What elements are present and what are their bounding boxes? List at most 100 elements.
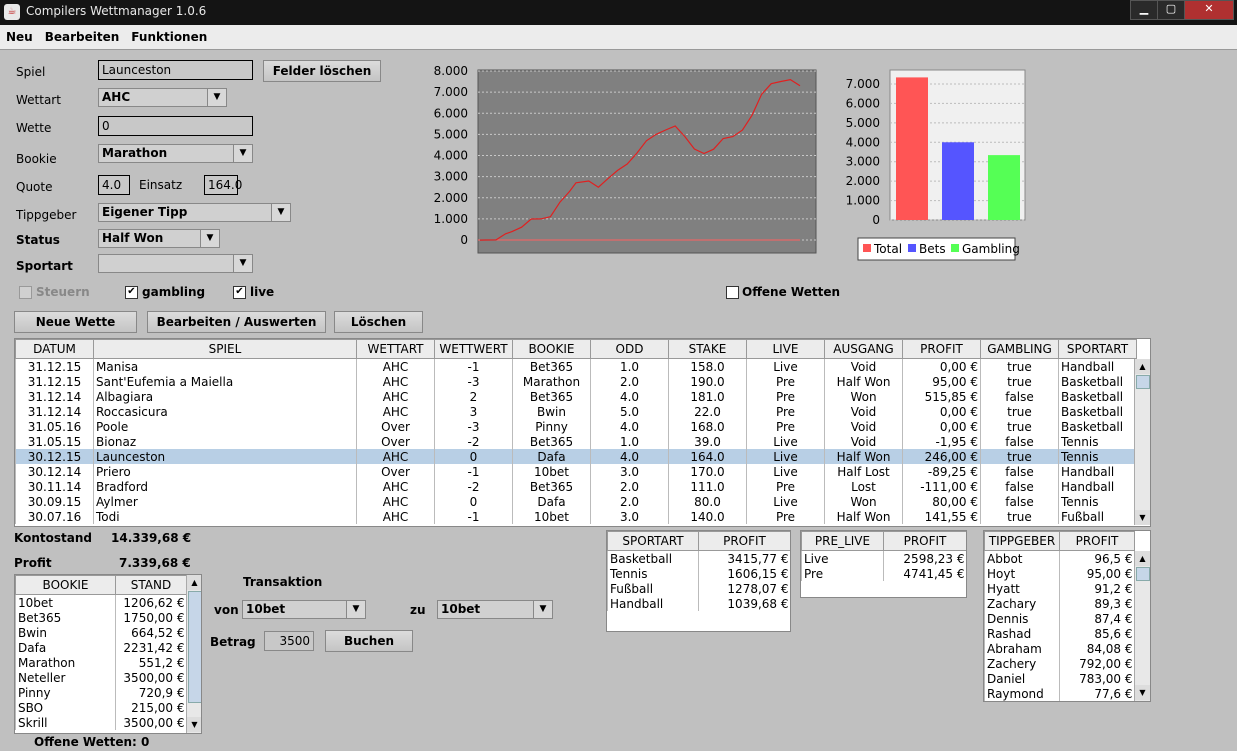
bets-cell: 246,00 € (902, 449, 981, 464)
table-row[interactable]: Dennis 87,4 € (984, 611, 1135, 626)
table-row[interactable]: Neteller 3500,00 € (15, 670, 187, 685)
bets-header-cell[interactable]: LIVE (746, 339, 825, 359)
sportart-select[interactable]: ▼ (98, 254, 253, 273)
maximize-button[interactable]: ▢ (1157, 0, 1185, 20)
new-bet-button[interactable]: Neue Wette (14, 311, 137, 333)
table-row[interactable]: Abbot 96,5 € (984, 550, 1135, 566)
table-row[interactable]: Marathon 551,2 € (15, 655, 187, 670)
kontostand-value: 14.339,68 € (111, 531, 192, 545)
table-row[interactable]: Tennis 1606,15 € (607, 566, 790, 581)
tippgeber-scrollbar[interactable]: ▲ ▼ (1134, 551, 1150, 701)
table-row[interactable]: 31.05.16 Poole Over -3 Pinny 4.0 168.0 Pre Void 0… (15, 419, 1137, 434)
scroll-down-icon[interactable]: ▼ (1135, 685, 1150, 700)
wettart-select[interactable]: AHC ▼ (98, 88, 227, 107)
scroll-thumb[interactable] (1136, 567, 1150, 581)
betrag-input[interactable]: 3500 (264, 631, 314, 651)
table-row[interactable]: Pinny 720,9 € (15, 685, 187, 700)
table-row[interactable]: Basketball 3415,77 € (607, 550, 790, 566)
scroll-down-icon[interactable]: ▼ (1135, 510, 1150, 525)
tippgeber-header-cell[interactable]: PROFIT (1059, 531, 1135, 551)
table-row[interactable]: Hoyt 95,00 € (984, 566, 1135, 581)
table-row[interactable]: Skrill 3500,00 € (15, 715, 187, 730)
bookie-select[interactable]: Marathon ▼ (98, 144, 253, 163)
table-row[interactable]: Hyatt 91,2 € (984, 581, 1135, 596)
table-row[interactable]: Bwin 664,52 € (15, 625, 187, 640)
scroll-up-icon[interactable]: ▲ (1135, 551, 1150, 566)
table-row[interactable]: 30.11.14 Bradford AHC -2 Bet365 2.0 111.0 Pre Lo… (15, 479, 1137, 494)
zu-label: zu (410, 603, 426, 617)
table-row[interactable]: Pre 4741,45 € (801, 566, 966, 581)
prelive-header-cell[interactable]: PROFIT (883, 531, 966, 551)
sportart-header-cell[interactable]: PROFIT (698, 531, 790, 551)
bets-header-cell[interactable]: SPORTART (1058, 339, 1137, 359)
bets-header-cell[interactable]: SPIEL (93, 339, 357, 359)
table-row[interactable]: 31.05.15 Bionaz Over -2 Bet365 1.0 39.0 Live Voi… (15, 434, 1137, 449)
scroll-up-icon[interactable]: ▲ (187, 575, 201, 590)
sportart-header-cell[interactable]: SPORTART (607, 531, 699, 551)
table-row[interactable]: 31.12.14 Roccasicura AHC 3 Bwin 5.0 22.0 Pre Voi… (15, 404, 1137, 419)
table-row[interactable]: Raymond 77,6 € (984, 686, 1135, 701)
table-row[interactable]: Rashad 85,6 € (984, 626, 1135, 641)
tippgeber-select[interactable]: Eigener Tipp ▼ (98, 203, 291, 222)
table-row[interactable]: 30.12.14 Priero Over -1 10bet 3.0 170.0 Live Hal… (15, 464, 1137, 479)
spiel-input[interactable]: Launceston (98, 60, 253, 80)
bets-header-cell[interactable]: GAMBLING (980, 339, 1059, 359)
zu-select[interactable]: 10bet ▼ (437, 600, 553, 619)
table-row[interactable]: Daniel 783,00 € (984, 671, 1135, 686)
delete-button[interactable]: Löschen (334, 311, 423, 333)
bets-cell: Aylmer (93, 494, 357, 509)
bets-header-cell[interactable]: BOOKIE (512, 339, 591, 359)
status-select[interactable]: Half Won ▼ (98, 229, 220, 248)
table-row[interactable]: Fußball 1278,07 € (607, 581, 790, 596)
table-row[interactable]: Live 2598,23 € (801, 550, 966, 566)
bets-header-cell[interactable]: WETTWERT (434, 339, 513, 359)
tippgeber-header-cell[interactable]: TIPPGEBER (984, 531, 1060, 551)
scroll-thumb[interactable] (1136, 375, 1150, 389)
menu-neu[interactable]: Neu (6, 30, 33, 44)
gambling-checkbox[interactable]: ✔ (125, 286, 138, 299)
table-row[interactable]: 10bet 1206,62 € (15, 594, 187, 610)
table-row[interactable]: Abraham 84,08 € (984, 641, 1135, 656)
table-row[interactable]: 31.12.14 Albagiara AHC 2 Bet365 4.0 181.0 Pre Wo… (15, 389, 1137, 404)
bets-header-cell[interactable]: PROFIT (902, 339, 981, 359)
menu-funktionen[interactable]: Funktionen (131, 30, 208, 44)
scroll-up-icon[interactable]: ▲ (1135, 359, 1150, 374)
quote-input[interactable]: 4.0 (98, 175, 130, 195)
table-row[interactable]: 30.09.15 Aylmer AHC 0 Dafa 2.0 80.0 Live Won 80,0… (15, 494, 1137, 509)
bets-table-scrollbar[interactable]: ▲ ▼ (1134, 359, 1150, 525)
wette-input[interactable]: 0 (98, 116, 253, 136)
prelive-header-cell[interactable]: PRE_LIVE (801, 531, 884, 551)
bets-header-cell[interactable]: STAKE (668, 339, 747, 359)
live-checkbox[interactable]: ✔ (233, 286, 246, 299)
scroll-thumb[interactable] (188, 591, 201, 703)
table-row[interactable]: Bet365 1750,00 € (15, 610, 187, 625)
bookie-header-cell[interactable]: BOOKIE (15, 575, 116, 595)
steuern-checkbox[interactable] (19, 286, 32, 299)
table-row[interactable]: Handball 1039,68 € (607, 596, 790, 611)
close-button[interactable]: ✕ (1184, 0, 1234, 20)
edit-evaluate-button[interactable]: Bearbeiten / Auswerten (147, 311, 326, 333)
menu-bearbeiten[interactable]: Bearbeiten (44, 30, 120, 44)
table-row[interactable]: 30.07.16 Todi AHC -1 10bet 3.0 140.0 Pre Half Wo… (15, 509, 1137, 524)
table-row[interactable]: Dafa 2231,42 € (15, 640, 187, 655)
bookie-header-cell[interactable]: STAND (115, 575, 187, 595)
book-button[interactable]: Buchen (325, 630, 413, 652)
bets-cell: Handball (1058, 464, 1137, 479)
table-row[interactable]: 31.12.15 Sant'Eufemia a Maiella AHC -3 Marat… (15, 374, 1137, 389)
scroll-down-icon[interactable]: ▼ (187, 717, 201, 732)
offene-wetten-checkbox[interactable] (726, 286, 739, 299)
bets-header-cell[interactable]: DATUM (15, 339, 94, 359)
table-row[interactable]: 30.12.15 Launceston AHC 0 Dafa 4.0 164.0 Live Ha… (15, 449, 1137, 464)
bookie-scrollbar[interactable]: ▲ ▼ (186, 575, 201, 733)
table-row[interactable]: SBO 215,00 € (15, 700, 187, 715)
bets-header-cell[interactable]: ODD (590, 339, 669, 359)
table-row[interactable]: Zachary 89,3 € (984, 596, 1135, 611)
bets-header-cell[interactable]: WETTART (356, 339, 435, 359)
table-row[interactable]: Zachery 792,00 € (984, 656, 1135, 671)
table-row[interactable]: 31.12.15 Manisa AHC -1 Bet365 1.0 158.0 Live Voi… (15, 358, 1137, 374)
clear-fields-button[interactable]: Felder löschen (263, 60, 381, 82)
einsatz-input[interactable]: 164.0 (204, 175, 242, 195)
bets-header-cell[interactable]: AUSGANG (824, 339, 903, 359)
minimize-button[interactable]: ▁ (1130, 0, 1158, 20)
von-select[interactable]: 10bet ▼ (242, 600, 366, 619)
